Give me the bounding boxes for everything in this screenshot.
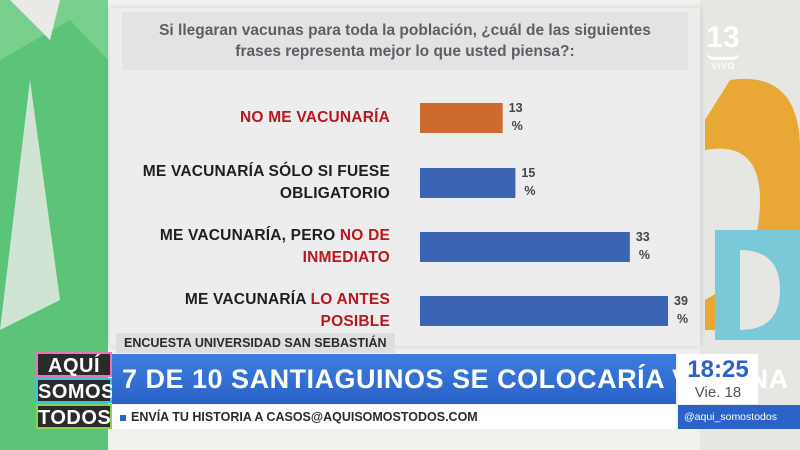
social-handle: @aqui_somostodos: [678, 405, 800, 429]
channel-arc-icon: [706, 52, 740, 60]
category-label-1: NO ME VACUNARÍA: [240, 109, 390, 126]
logo-line-2: SOMOS: [36, 378, 114, 403]
question-line-2: frases representa mejor lo que usted pie…: [235, 43, 575, 60]
headline: 7 DE 10 SANTIAGUINOS SE COLOCARÍA VACUNA: [122, 364, 789, 394]
clock-day: Vie. 18: [694, 384, 742, 401]
logo-line-1: AQUÍ: [36, 352, 112, 377]
headline-bar: [112, 354, 676, 404]
live-label: VIVO: [711, 61, 735, 71]
value-label-2: 15%: [521, 166, 536, 198]
channel-bug: 13 VIVO: [700, 22, 746, 78]
value-label-1: 13%: [508, 101, 523, 133]
value-label-3: 33%: [635, 230, 650, 262]
category-label-3: ME VACUNARÍA, PERO NO DE INMEDIATO: [159, 227, 390, 266]
show-logo: AQUÍ SOMOS TODOS: [36, 352, 114, 430]
value-label-4: 39%: [674, 294, 689, 326]
logo-line-3: TODOS: [36, 404, 112, 429]
clock-box: 18:25 Vie. 18: [678, 354, 758, 404]
question-line-1: Si llegaran vacunas para toda la poblaci…: [159, 22, 651, 39]
category-label-4: ME VACUNARÍA LO ANTES POSIBLE: [184, 291, 390, 330]
poll-question: Si llegaran vacunas para toda la poblaci…: [122, 12, 688, 70]
ticker: ENVÍA TU HISTORIA A CASOS@AQUISOMOSTODOS…: [112, 405, 676, 429]
channel-number: 13: [706, 21, 740, 54]
ticker-text: ENVÍA TU HISTORIA A CASOS@AQUISOMOSTODOS…: [131, 410, 478, 424]
poll-source: ENCUESTA UNIVERSIDAD SAN SEBASTIÁN: [116, 333, 395, 353]
clock-time: 18:25: [687, 356, 749, 383]
square-bullet-icon: [120, 414, 126, 421]
category-label-2: ME VACUNARÍA SÓLO SI FUESE OBLIGATORIO: [142, 163, 390, 202]
